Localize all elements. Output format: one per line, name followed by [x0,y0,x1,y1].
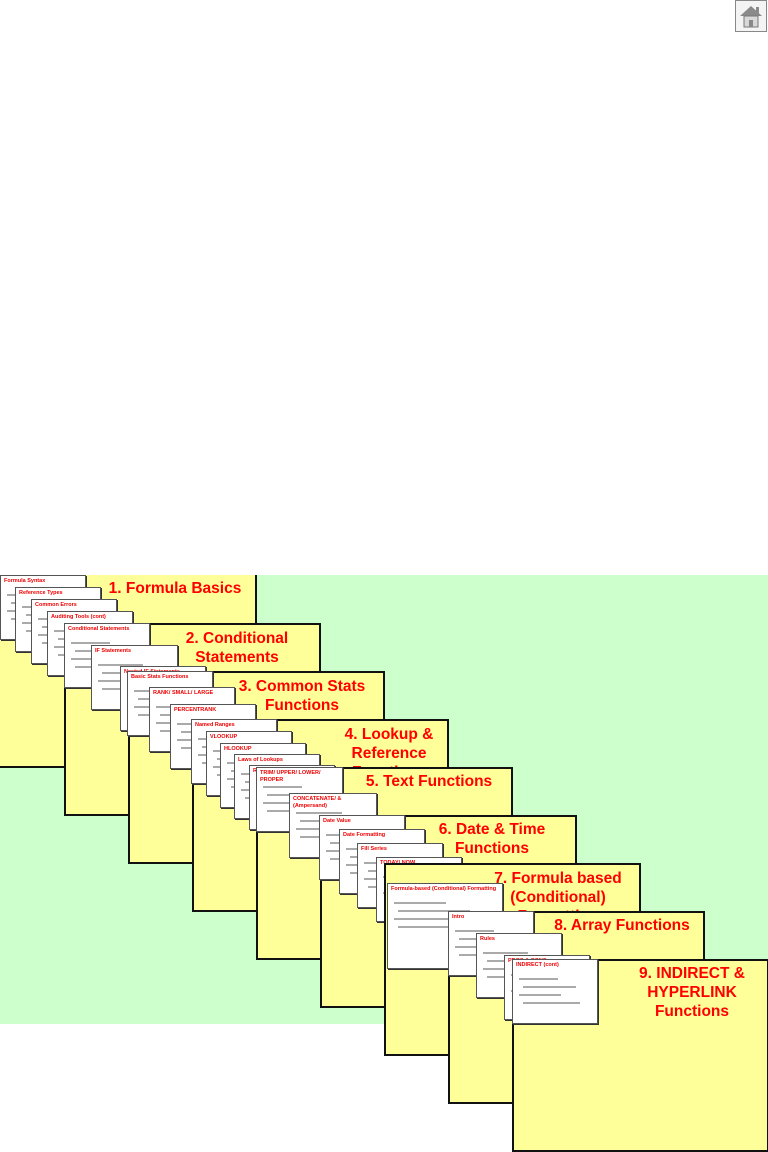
slide-text-line [98,664,144,666]
section-title[interactable]: 5. Text Functions [366,772,492,791]
section-title-line: 8. Array Functions [554,917,690,934]
slide-text-line [394,918,451,920]
section-title[interactable]: 9. INDIRECT & HYPERLINK Functions [639,964,745,1021]
home-icon [740,6,762,28]
section-title-line: 2. Conditional [185,630,289,647]
slide-thumbnail-title: Formula Syntax [4,578,46,584]
slide-text-line [71,642,110,644]
section-title[interactable]: 8. Array Functions [554,916,690,935]
slide-thumbnail-title: PERCENTRANK [174,707,217,713]
slide-text-line [455,930,494,932]
slide-text-line [523,1002,580,1004]
slide-text-line [394,902,447,904]
section-title-line: 1. Formula Basics [108,580,242,597]
section-title-line: 3. Common Stats [238,678,366,695]
section-title[interactable]: 6. Date & Time Functions [439,820,546,858]
slide-text-line [519,978,558,980]
slide-text-line [519,994,562,996]
slide-thumbnail-title: RANK/ SMALL/ LARGE [153,690,214,696]
section-title-line: Functions [654,1003,730,1020]
section-title-line: 4. Lookup & [344,726,434,743]
section-title-line: Reference [351,745,427,762]
slide-thumbnail-title: Reference Types [19,590,63,596]
slide-text-line [263,786,303,788]
slide-thumbnail-title: Rules [480,936,495,942]
slide-thumbnail-title: Date Value [323,818,351,824]
section-title-line: HYPERLINK [647,984,737,1001]
slide-text-line [296,812,342,814]
slide-thumbnail-title: Basic Stats Functions [131,674,189,680]
slide-thumbnail-title: CONCATENATE/ & (Ampersand) [293,796,342,809]
slide-thumbnail-title: Common Errors [35,602,77,608]
section-title-line: (Conditional) [510,889,606,906]
slide-thumbnail[interactable]: INDIRECT (cont) [512,959,598,1024]
section-title-line: 7. Formula based [494,870,622,887]
slide-thumbnail-title: HLOOKUP [224,746,252,752]
section-title-line: 9. INDIRECT & [639,965,745,982]
home-button[interactable] [735,0,767,32]
slide-text-line [263,802,306,804]
slide-text-line [398,926,475,928]
slide-text-line [483,952,528,954]
section-title[interactable]: 2. Conditional Statements [186,629,288,667]
slide-text-line [398,910,470,912]
slide-thumbnail-title: Named Ranges [195,722,235,728]
section-title[interactable]: 1. Formula Basics [109,579,242,598]
slide-thumbnail-title: Date Formatting [343,832,386,838]
section-title[interactable]: 3. Common Stats Functions [239,677,366,715]
slide-thumbnail-title: INDIRECT (cont) [516,962,559,968]
slide-thumbnail-title: Fill Series [361,846,387,852]
slide-thumbnail-title: Formula-based (Conditional) Formatting [391,886,497,892]
slide-thumbnail-title: VLOOKUP [210,734,238,740]
slide-thumbnail-title: TRIM/ UPPER/ LOWER/ PROPER [260,770,321,783]
section-title-line: 6. Date & Time [438,821,546,838]
slide-thumbnail-title: Laws of Lookups [238,757,283,763]
slide-thumbnail-title: Conditional Statements [68,626,130,632]
section-title-line: Functions [454,840,530,857]
slide-text-line [523,986,577,988]
section-title-line: 5. Text Functions [365,773,493,790]
slide-thumbnail-title: IF Statements [95,648,132,654]
slide-thumbnail-title: Intro [452,914,465,920]
section-title-line: Statements [195,649,279,666]
section-title-line: Functions [264,697,340,714]
slide-thumbnail-title: Auditing Tools (cont) [51,614,106,620]
